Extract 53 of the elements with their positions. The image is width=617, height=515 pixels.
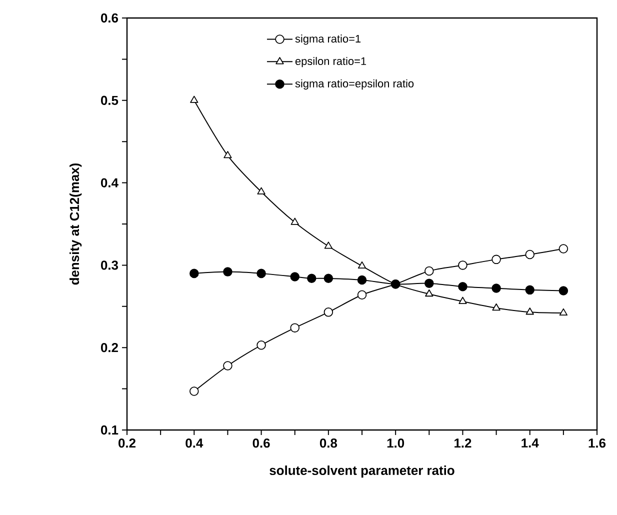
point — [324, 308, 334, 317]
y-tick-label: 0.3 — [100, 260, 118, 270]
point — [223, 361, 232, 370]
x-tick-label: 0.6 — [252, 438, 270, 448]
point — [190, 268, 199, 278]
point — [357, 275, 367, 285]
y-tick-label: 0.4 — [100, 178, 118, 188]
point — [526, 308, 534, 315]
x-tick-label: 0.4 — [186, 438, 204, 448]
legend-label: sigma ratio=epsilon ratio — [295, 79, 414, 90]
point — [256, 268, 266, 278]
y-tick-label: 0.1 — [100, 425, 118, 435]
y-tick-label: 0.5 — [100, 96, 118, 105]
point — [324, 274, 334, 284]
point — [424, 266, 434, 276]
point — [558, 286, 568, 296]
x-tick-label: 0.8 — [320, 438, 338, 448]
point — [290, 323, 300, 332]
point — [257, 187, 266, 194]
x-tick-label: 1.6 — [588, 438, 606, 448]
legend-label: epsilon ratio=1 — [295, 56, 366, 68]
point — [492, 254, 501, 264]
point — [324, 242, 333, 249]
point — [290, 218, 299, 225]
point — [559, 308, 568, 316]
point — [190, 386, 199, 396]
point — [525, 285, 534, 295]
x-tick-label: 0.2 — [118, 438, 136, 448]
point — [492, 284, 501, 293]
legend-label: sigma ratio=1 — [295, 34, 361, 45]
point — [558, 244, 568, 254]
point — [358, 261, 366, 269]
point — [425, 289, 434, 297]
point — [224, 150, 232, 158]
point — [190, 96, 198, 103]
point — [290, 272, 300, 282]
point — [458, 282, 468, 292]
x-tick-label: 1.0 — [387, 438, 404, 448]
x-tick-label: 1.4 — [522, 438, 539, 448]
point — [458, 260, 468, 270]
point — [357, 290, 367, 300]
x-axis-title: solute-solvent parameter ratio — [270, 466, 454, 478]
y-tick-label: 0.2 — [100, 343, 118, 352]
point — [458, 296, 467, 304]
x-tick-label: 1.2 — [454, 438, 472, 448]
point — [223, 267, 232, 276]
point — [256, 340, 266, 350]
point — [424, 278, 434, 288]
y-tick-label: 0.6 — [100, 13, 118, 23]
point — [525, 250, 534, 260]
point — [492, 303, 500, 311]
point — [307, 274, 316, 284]
y-axis-title: density at C12(max) — [70, 163, 82, 285]
